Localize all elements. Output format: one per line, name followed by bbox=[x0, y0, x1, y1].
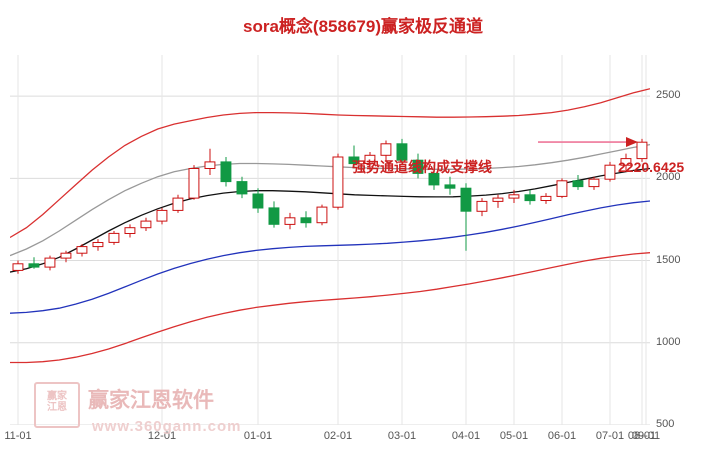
x-axis-tick-label: 08-01 bbox=[627, 430, 657, 442]
channel-line bbox=[9, 200, 651, 314]
candle-body bbox=[540, 195, 552, 201]
x-axis-tick-label: 04-01 bbox=[451, 430, 481, 442]
x-axis-tick-label: 02-01 bbox=[323, 430, 353, 442]
candle-body bbox=[60, 252, 72, 259]
x-axis-tick-label: 06-01 bbox=[547, 430, 577, 442]
support-line-annotation: 强势通道线构成支撑线 bbox=[352, 159, 492, 175]
candle-body bbox=[156, 209, 168, 222]
candle-body bbox=[380, 143, 392, 156]
x-axis-tick-label: 07-01 bbox=[595, 430, 625, 442]
plot-area bbox=[9, 55, 651, 426]
channel-line bbox=[10, 252, 651, 364]
x-axis-tick-label: 11-01 bbox=[4, 430, 32, 442]
x-axis-tick-label: 09-01 bbox=[631, 430, 661, 442]
candle-body bbox=[28, 263, 40, 268]
y-axis-tick-label: 500 bbox=[656, 418, 675, 430]
y-axis-tick-label: 2500 bbox=[656, 89, 681, 102]
candle-body bbox=[316, 206, 328, 224]
x-axis-tick-label: 01-01 bbox=[243, 430, 273, 442]
candle-body bbox=[524, 194, 536, 202]
watermark-brand: 赢家江恩软件 bbox=[88, 389, 214, 412]
candle-body bbox=[268, 207, 280, 225]
x-axis-tick-label: 03-01 bbox=[387, 430, 417, 442]
candle-body bbox=[572, 180, 584, 188]
candle-body bbox=[140, 220, 152, 229]
seal-line-2: 江恩 bbox=[47, 402, 67, 413]
channel-line bbox=[9, 143, 651, 257]
x-axis-tick-label: 12-01 bbox=[147, 430, 177, 442]
candle-body bbox=[108, 232, 120, 243]
candle-body bbox=[636, 141, 648, 160]
candle-body bbox=[76, 246, 88, 254]
candle-body bbox=[412, 159, 424, 174]
candle-body bbox=[236, 181, 248, 195]
y-axis-tick-label: 2000 bbox=[656, 171, 681, 184]
candle-body bbox=[220, 161, 232, 183]
candle-body bbox=[396, 143, 408, 161]
watermark-seal: 赢家 江恩 bbox=[34, 382, 80, 428]
candle-body bbox=[284, 217, 296, 225]
candle-body bbox=[44, 257, 56, 268]
price-marker-arrow bbox=[626, 137, 638, 148]
chart-title: sora概念(858679)赢家极反通道 bbox=[243, 17, 483, 36]
candle-body bbox=[508, 194, 520, 199]
candle-body bbox=[364, 154, 376, 165]
candle-body bbox=[492, 197, 504, 202]
channel-line bbox=[9, 88, 651, 239]
price-chart-svg bbox=[9, 55, 651, 426]
candle-body bbox=[588, 178, 600, 188]
y-axis-tick-label: 1000 bbox=[656, 335, 681, 348]
candle-body bbox=[204, 161, 216, 170]
candle-body bbox=[188, 168, 200, 199]
candle-body bbox=[92, 242, 104, 248]
x-axis-tick-label: 05-01 bbox=[499, 430, 529, 442]
candle-body bbox=[172, 197, 184, 211]
y-axis-tick-label: 1500 bbox=[656, 253, 681, 266]
seal-line-1: 赢家 bbox=[47, 391, 67, 402]
candle-body bbox=[252, 193, 264, 209]
candle-body bbox=[12, 263, 24, 271]
watermark-url: www.360gann.com bbox=[92, 418, 242, 435]
candle-body bbox=[604, 164, 616, 180]
candle-body bbox=[332, 156, 344, 208]
candle-body bbox=[428, 172, 440, 186]
candle-body bbox=[348, 156, 360, 165]
candle-body bbox=[620, 158, 632, 166]
channel-line bbox=[9, 167, 651, 273]
candle-body bbox=[300, 217, 312, 224]
candle-body bbox=[124, 227, 136, 234]
candle-body bbox=[460, 187, 472, 212]
candle-body bbox=[556, 180, 568, 197]
candle-body bbox=[476, 200, 488, 212]
current-price-label: 2220.6425 bbox=[618, 159, 685, 175]
candle-body bbox=[444, 184, 456, 189]
